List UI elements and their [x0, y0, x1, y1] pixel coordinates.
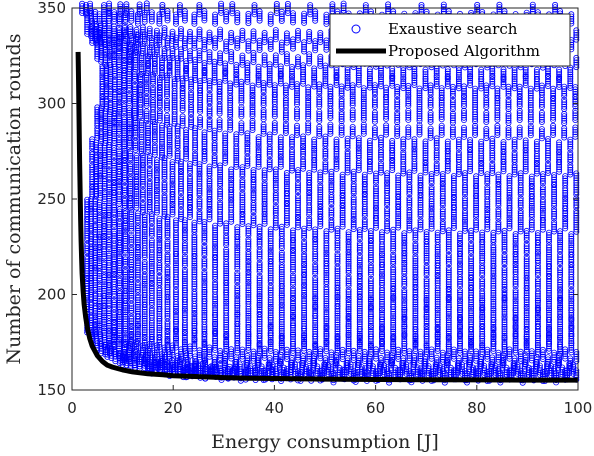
legend: Exaustive search Proposed Algorithm — [329, 13, 571, 67]
axes — [71, 7, 579, 391]
legend-label-exaustive-search: Exaustive search — [388, 20, 518, 38]
scatter-band-18 — [89, 183, 580, 235]
line-layer — [75, 51, 578, 383]
tick-labels: 0 20 40 60 80 100 150 200 250 300 350 — [37, 0, 592, 417]
legend-marker-exaustive-search — [351, 24, 361, 34]
scatter-band-23 — [84, 240, 575, 293]
y-tick-label-250: 250 — [37, 190, 66, 208]
x-tick-label-100: 100 — [564, 399, 593, 417]
scatter-band-21 — [84, 216, 575, 269]
y-tick-label-350: 350 — [37, 0, 66, 17]
scatter-band-12 — [94, 113, 574, 166]
y-tick-label-300: 300 — [37, 95, 66, 113]
legend-box — [329, 13, 571, 67]
scatter-band-9 — [99, 83, 579, 127]
scatter-band-20 — [84, 206, 575, 258]
scatter-band-14 — [89, 136, 580, 189]
scatter-band-8 — [99, 73, 579, 113]
legend-label-proposed-algorithm: Proposed Algorithm — [388, 42, 540, 60]
scatter-band-7 — [99, 62, 579, 101]
x-tick-label-40: 40 — [265, 399, 284, 417]
y-tick-label-150: 150 — [37, 381, 66, 399]
scatter-band-15 — [89, 149, 580, 201]
x-tick-label-0: 0 — [67, 399, 77, 417]
x-tick-label-20: 20 — [164, 399, 183, 417]
x-axis-label: Energy consumption [J] — [211, 431, 439, 453]
y-tick-label-200: 200 — [37, 286, 66, 304]
scatter-band-13 — [94, 125, 574, 178]
x-tick-label-60: 60 — [366, 399, 385, 417]
y-axis-label: Number of communication rounds — [3, 34, 25, 365]
scatter-band-11 — [94, 104, 574, 155]
scatter-band-10 — [99, 94, 579, 142]
x-tick-label-80: 80 — [467, 399, 486, 417]
series-line-proposed-algorithm — [75, 51, 578, 383]
scatter-band-22 — [84, 228, 575, 281]
